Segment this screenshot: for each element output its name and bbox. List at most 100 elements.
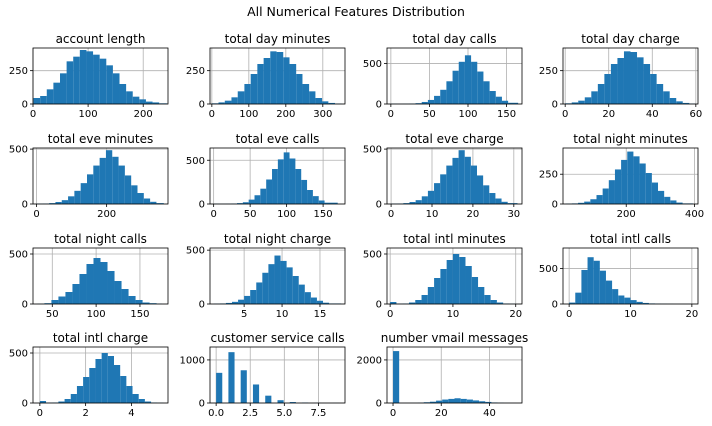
- histogram-bar: [276, 52, 284, 104]
- histogram-bar: [304, 292, 311, 304]
- histogram-bar: [292, 276, 299, 304]
- histogram-bar: [434, 95, 441, 104]
- histogram-12: 0 2 4 0 500 total intl charge: [9, 331, 169, 419]
- y-tick-label: 500: [9, 349, 28, 360]
- histogram-bar: [272, 169, 278, 204]
- x-tick-label: 0: [566, 309, 572, 320]
- subplot-title: total intl minutes: [403, 232, 506, 246]
- histogram-bar: [152, 102, 160, 104]
- y-tick-label: 250: [539, 66, 558, 77]
- histogram-bar: [124, 175, 132, 204]
- histogram-bar: [442, 399, 449, 403]
- x-tick-label: 100: [239, 109, 258, 120]
- histogram-4: 0 200 0 500 total eve minutes: [9, 132, 169, 220]
- histogram-bar: [118, 165, 125, 204]
- histogram-bar: [101, 353, 108, 403]
- y-tick-label: 0: [552, 100, 558, 111]
- y-tick-label: 0: [22, 100, 28, 111]
- histogram-bar: [460, 398, 467, 403]
- histogram-bar: [112, 73, 120, 104]
- histogram-bar: [315, 98, 323, 104]
- y-tick-label: 0: [376, 100, 382, 111]
- x-tick-label: 10: [276, 309, 289, 320]
- histogram-bar: [471, 277, 479, 304]
- histogram-bar: [289, 64, 297, 104]
- histogram-bar: [64, 399, 71, 403]
- histogram-bar: [126, 386, 133, 403]
- histogram-bar: [244, 84, 251, 104]
- histogram-bar: [446, 260, 453, 304]
- histogram-bar: [132, 394, 139, 403]
- histogram-bar: [137, 193, 144, 204]
- histogram-bar: [55, 202, 62, 204]
- histogram-bar: [597, 84, 605, 104]
- histogram-bar: [248, 199, 255, 204]
- histogram-bar: [651, 182, 659, 204]
- histogram-bar: [237, 91, 245, 104]
- histogram-bar: [643, 64, 651, 104]
- histogram-bar: [256, 282, 263, 304]
- histogram-bar: [623, 51, 631, 104]
- x-tick-label: 0: [388, 109, 394, 120]
- histogram-bar: [231, 301, 239, 304]
- histogram-bar: [669, 98, 677, 104]
- histogram-bar: [132, 96, 140, 104]
- axes-frame: [386, 47, 523, 105]
- histogram-bar: [471, 61, 478, 104]
- histogram-bar: [591, 91, 598, 104]
- x-tick-label: 2: [82, 408, 88, 419]
- histogram-bar: [484, 295, 491, 304]
- axes-frame: [209, 147, 346, 205]
- histogram-bar: [138, 399, 145, 403]
- histogram-9: 5 10 15 0 500 total night charge: [186, 232, 346, 320]
- histogram-bar: [590, 199, 597, 204]
- x-tick-label: 0: [562, 109, 568, 120]
- y-tick-label: 0: [199, 399, 205, 410]
- histogram-bar: [415, 103, 422, 104]
- axes-frame: [32, 47, 169, 105]
- histogram-bar: [610, 64, 618, 104]
- histogram-bar: [618, 295, 625, 304]
- histogram-bar: [645, 173, 652, 204]
- axes-frame: [32, 247, 169, 305]
- histogram-bar: [421, 295, 428, 304]
- histogram-bar: [126, 91, 133, 104]
- histogram-bar: [633, 156, 640, 204]
- histogram-bar: [483, 81, 490, 104]
- y-tick-label: 0: [199, 300, 205, 311]
- histogram-bar: [663, 91, 670, 104]
- histogram-bar: [93, 54, 100, 104]
- x-tick-label: 200: [276, 109, 295, 120]
- subplot-title: total intl charge: [53, 331, 148, 345]
- histogram-bar: [280, 260, 287, 304]
- histogram-bar: [119, 84, 127, 104]
- x-tick-label: 150: [314, 209, 333, 220]
- histogram-bar: [682, 102, 690, 104]
- histogram-14: 0 20 40 0 2000 number vmail messages: [357, 331, 529, 419]
- histogram-bar: [302, 84, 310, 104]
- y-tick-label: 0: [199, 200, 205, 211]
- histogram-bar: [584, 97, 592, 104]
- histogram-bar: [277, 159, 284, 204]
- histogram-bar: [263, 58, 271, 104]
- histogram-bar: [144, 401, 152, 403]
- x-tick-label: 150: [130, 309, 149, 320]
- histogram-bar: [617, 58, 624, 104]
- subplot-title: total night calls: [54, 232, 147, 246]
- histogram-bar: [452, 254, 460, 304]
- histogram-bar: [630, 300, 637, 304]
- histogram-bar: [87, 174, 94, 204]
- histogram-bar: [593, 260, 600, 304]
- histogram-bar: [446, 165, 453, 204]
- y-tick-label: 0: [376, 200, 382, 211]
- histogram-bar: [46, 89, 54, 104]
- histogram-bar: [49, 203, 56, 204]
- subplot-title: total day charge: [581, 32, 679, 46]
- histogram-bar: [93, 258, 101, 304]
- histogram-bar: [274, 255, 281, 304]
- axes-frame: [209, 247, 346, 305]
- x-tick-label: 200: [97, 209, 116, 220]
- subplot-title: total eve minutes: [48, 132, 154, 146]
